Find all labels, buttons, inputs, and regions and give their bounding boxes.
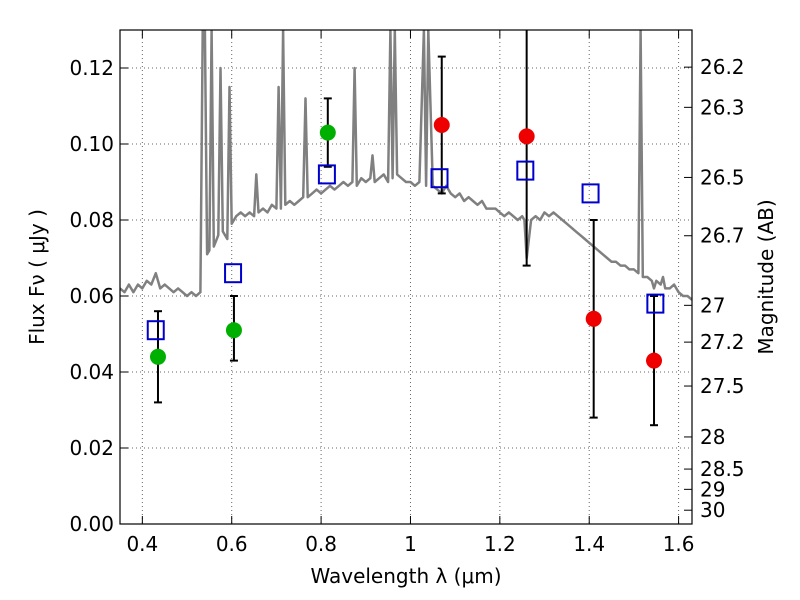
plot-frame — [119, 29, 693, 525]
model-point — [516, 160, 535, 181]
x-tick-label: 1.6 — [663, 532, 695, 556]
spectrum-line — [120, 30, 692, 301]
x-tick-label: 0.4 — [126, 532, 158, 556]
right-tick-label: 26.3 — [700, 95, 745, 119]
error-bars — [153, 30, 659, 427]
model-point — [646, 293, 665, 314]
right-tick-label: 29 — [700, 477, 725, 501]
x-tick-label: 1 — [404, 532, 417, 556]
data-point — [518, 128, 535, 145]
right-tick-label: 27 — [700, 293, 725, 317]
x-tick-label: 1.2 — [484, 532, 516, 556]
data-point — [225, 322, 242, 339]
model-point — [317, 164, 336, 185]
data-point — [149, 348, 166, 365]
x-axis-label: Wavelength λ (μm) — [310, 564, 501, 588]
y-tick-label: 0.12 — [69, 56, 114, 80]
x-tick-label: 0.6 — [216, 532, 248, 556]
right-tick-label: 28.5 — [700, 457, 745, 481]
tick-labels: 0.4 0.6 0.8 1 1.2 1.4 1.6 0.00 0.02 0.04 0.06 0.08 0… — [69, 55, 744, 556]
y-tick-label: 0.08 — [69, 208, 114, 232]
y-tick-label: 0.00 — [69, 512, 114, 536]
model-point — [146, 320, 165, 341]
spectrum-path — [120, 30, 692, 301]
right-axis-label: Magnitude (AB) — [754, 199, 778, 354]
y-tick-label: 0.10 — [69, 132, 114, 156]
axis-ticks — [120, 30, 692, 525]
right-tick-label: 28 — [700, 425, 725, 449]
y-tick-label: 0.02 — [69, 436, 114, 460]
right-tick-label: 26.5 — [700, 165, 745, 189]
right-tick-label: 30 — [700, 498, 725, 522]
right-tick-label: 26.7 — [700, 224, 745, 248]
model-point — [581, 183, 600, 204]
data-point — [319, 124, 336, 141]
data-markers — [146, 117, 665, 369]
right-tick-label: 27.2 — [700, 330, 745, 354]
right-tick-label: 27.5 — [700, 374, 745, 398]
data-point — [433, 117, 450, 133]
y-axis-label: Flux Fν ( μJy ) — [25, 209, 49, 345]
right-tick-label: 26.2 — [700, 55, 745, 79]
x-tick-label: 0.8 — [305, 532, 337, 556]
model-point — [224, 263, 243, 284]
data-point — [585, 310, 602, 327]
data-point — [646, 352, 663, 369]
y-tick-label: 0.04 — [69, 360, 114, 384]
y-tick-label: 0.06 — [69, 284, 114, 308]
x-tick-label: 1.4 — [573, 532, 605, 556]
model-point — [430, 168, 449, 189]
